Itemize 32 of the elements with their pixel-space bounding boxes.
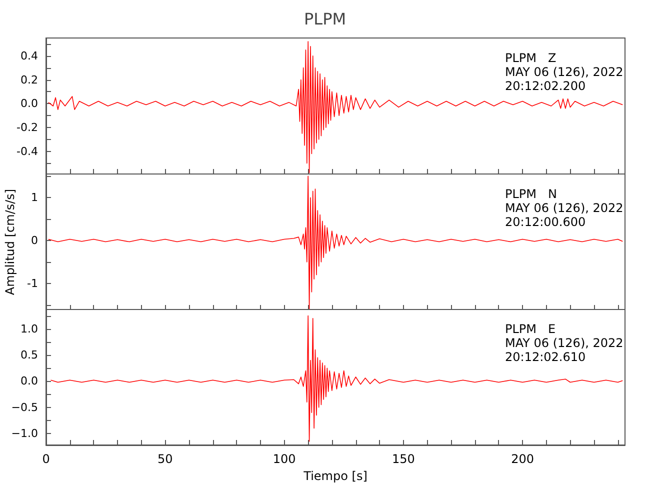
y-tick-label: -0.2 bbox=[16, 120, 38, 134]
y-tick-label: 1 bbox=[31, 190, 38, 204]
x-tick-label: 150 bbox=[392, 452, 415, 466]
annotation: PLPM Z bbox=[505, 51, 556, 65]
y-tick-label: 0 bbox=[31, 234, 38, 247]
annotation: PLPM E bbox=[505, 322, 556, 336]
annotation: MAY 06 (126), 2022 bbox=[505, 65, 624, 79]
y-tick-label: -0.4 bbox=[16, 144, 38, 158]
y-tick-label: −1.0 bbox=[11, 427, 38, 440]
y-tick-label: 0.4 bbox=[20, 49, 38, 62]
y-tick-label: 0.0 bbox=[20, 375, 38, 388]
annotation: 20:12:02.610 bbox=[505, 350, 586, 364]
annotation: PLPM N bbox=[505, 186, 557, 201]
y-tick-label: −0.5 bbox=[11, 401, 38, 414]
annotation: MAY 06 (126), 2022 bbox=[505, 336, 624, 350]
y-tick-label: 0.2 bbox=[20, 73, 38, 86]
x-tick-label: 200 bbox=[511, 452, 534, 466]
line-series bbox=[48, 41, 624, 174]
y-tick-label: 1.0 bbox=[20, 322, 38, 336]
y-axis-title: Amplitud [cm/s/s] bbox=[3, 188, 17, 295]
x-tick-label: 0 bbox=[42, 452, 50, 466]
annotation: 20:12:00.600 bbox=[505, 214, 586, 229]
annotation: 20:12:02.200 bbox=[505, 79, 586, 93]
chart-title: PLPM bbox=[304, 10, 346, 28]
line-series bbox=[50, 316, 624, 442]
y-tick-label: -1 bbox=[27, 276, 38, 290]
y-tick-label: 0.5 bbox=[20, 348, 38, 362]
annotation: MAY 06 (126), 2022 bbox=[505, 200, 624, 215]
x-tick-label: 50 bbox=[157, 452, 173, 466]
x-tick-label: 100 bbox=[272, 452, 296, 466]
x-axis-title: Tiempo [s] bbox=[302, 469, 368, 484]
y-tick-label: 0.0 bbox=[20, 97, 38, 110]
